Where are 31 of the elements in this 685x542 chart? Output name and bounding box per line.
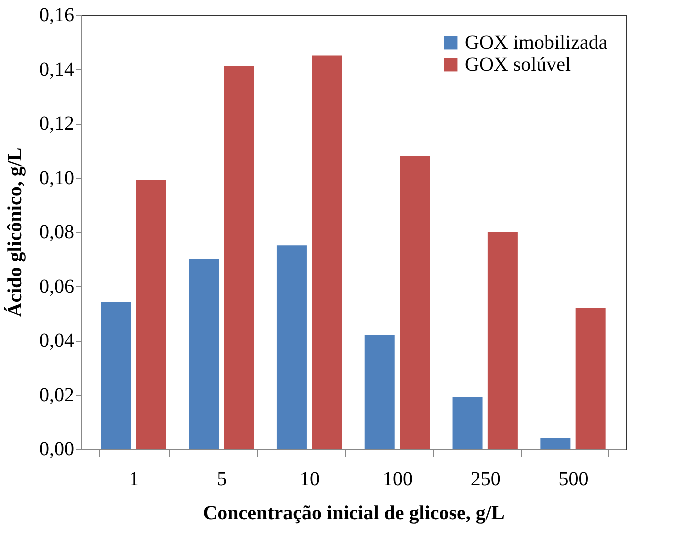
bar [101,302,132,449]
x-axis-title: Concentração inicial de glicose, g/L [203,502,505,524]
y-axis-title: Ácido glicônico, g/L [4,148,26,318]
x-tick-label: 5 [217,468,228,490]
x-tick-label: 1 [129,468,140,490]
bar [576,308,606,449]
y-tick-label: 0,14 [40,58,74,81]
y-tick-label: 0,00 [40,438,74,460]
bar [540,438,571,449]
y-tick-label: 0,10 [40,167,74,190]
bar [364,335,395,449]
bar [189,259,220,449]
x-tick-label: 10 [300,468,320,490]
y-tick-label: 0,16 [40,4,74,26]
bar [488,232,518,449]
bar [136,180,166,449]
bar [224,66,254,449]
y-tick-label: 0,06 [40,276,74,298]
y-tick-label: 0,02 [40,384,74,406]
bar [452,397,483,449]
y-tick-label: 0,12 [40,113,74,135]
legend-label: GOX solúvel [465,54,572,76]
bar [276,246,307,449]
legend-label: GOX imobilizada [465,32,608,54]
x-tick-label: 500 [558,468,589,490]
y-tick-label: 0,04 [40,330,74,352]
x-tick-label: 100 [382,468,413,490]
y-tick-label: 0,08 [40,222,74,244]
bar [400,156,430,449]
x-tick-label: 250 [470,468,501,490]
bar [312,56,342,449]
